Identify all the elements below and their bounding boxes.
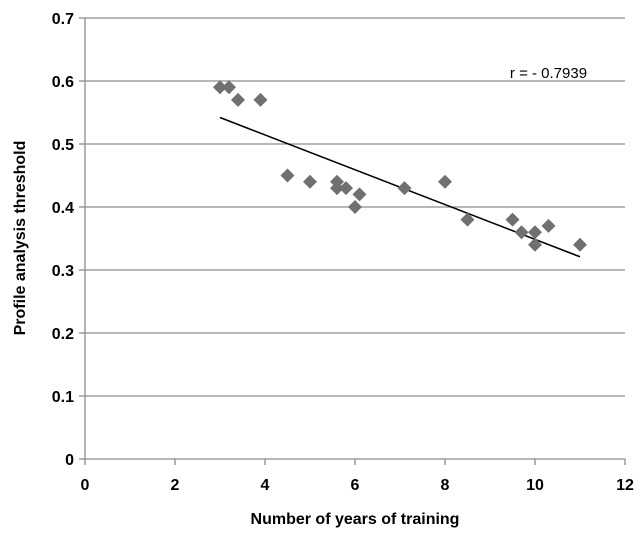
x-tick-label: 10 [526, 477, 544, 494]
data-point [438, 174, 452, 189]
data-point [222, 80, 236, 95]
x-tick-label: 8 [441, 477, 450, 494]
data-point [253, 92, 268, 107]
x-tick-label: 12 [616, 477, 634, 494]
x-tick-label: 2 [171, 477, 180, 494]
x-axis-title: Number of years of training [251, 511, 460, 528]
y-tick-label: 0.4 [52, 200, 74, 217]
data-point [352, 187, 367, 202]
data-points [213, 80, 587, 252]
data-point [573, 237, 587, 252]
x-tick-label: 0 [81, 477, 90, 494]
x-tick-label: 4 [261, 477, 270, 494]
axes [79, 17, 626, 465]
data-point [330, 181, 344, 196]
data-point [303, 174, 317, 189]
data-point [528, 225, 542, 240]
data-point [505, 212, 520, 227]
data-point [213, 80, 227, 95]
data-point [339, 181, 353, 196]
y-tick-label: 0.2 [52, 326, 74, 343]
data-point [280, 168, 295, 183]
tick-labels: 0 0.1 0.2 0.3 0.4 0.5 0.6 0.7 0 2 4 6 8 10 12 [52, 11, 634, 494]
y-tick-label: 0.6 [52, 74, 74, 91]
gridlines [85, 17, 625, 397]
y-tick-label: 0.1 [52, 389, 74, 406]
data-point [397, 181, 412, 196]
correlation-annotation: r = - 0.7939 [510, 65, 587, 82]
data-point [514, 225, 529, 240]
y-tick-label: 0.7 [52, 11, 74, 28]
y-tick-label: 0.5 [52, 137, 74, 154]
data-point [231, 92, 245, 107]
y-axis-title: Profile analysis threshold [12, 141, 29, 336]
y-tick-label: 0 [65, 452, 74, 469]
annotations: r = - 0.7939 [510, 65, 587, 82]
data-point [460, 212, 475, 227]
data-point [528, 237, 542, 252]
data-point [348, 200, 362, 214]
x-tick-label: 6 [351, 477, 360, 494]
data-point [541, 218, 556, 233]
y-tick-label: 0.3 [52, 263, 74, 280]
